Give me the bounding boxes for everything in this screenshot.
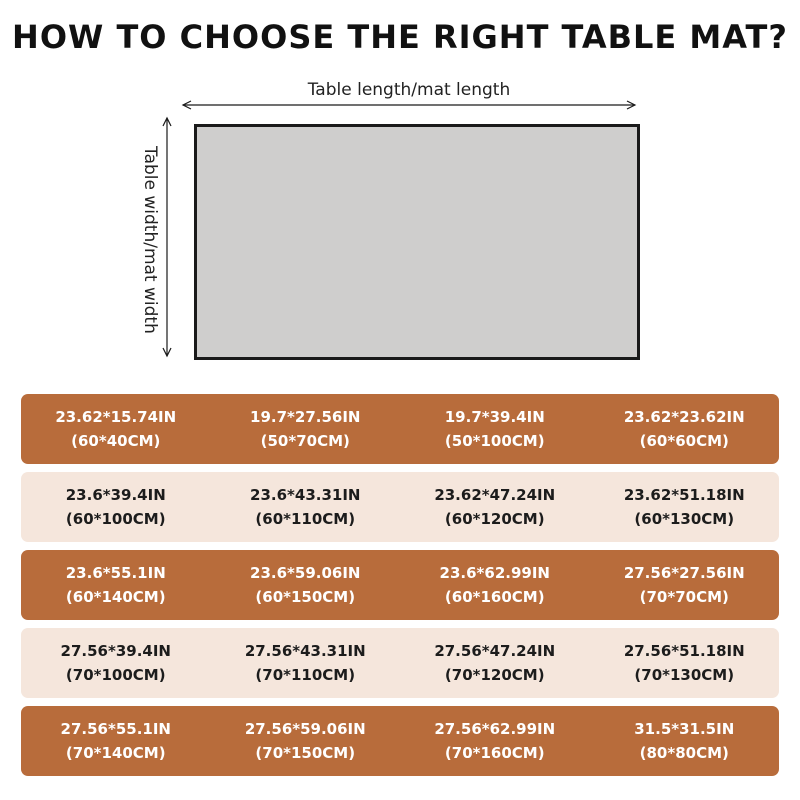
size-cell: 23.62*15.74IN (60*40CM) [21, 405, 211, 453]
width-arrow [162, 116, 172, 358]
size-cell: 27.56*62.99IN (70*160CM) [400, 717, 590, 765]
size-inches: 23.6*43.31IN [250, 486, 361, 504]
size-table: 23.62*15.74IN (60*40CM) 19.7*27.56IN (50*7… [21, 394, 779, 784]
size-inches: 19.7*39.4IN [444, 408, 545, 426]
size-cm: (70*130CM) [634, 666, 735, 684]
dimension-arrows [162, 100, 637, 358]
size-cm: (70*140CM) [65, 744, 166, 762]
size-cell: 23.6*43.31IN (60*110CM) [211, 483, 401, 531]
size-row: 23.62*15.74IN (60*40CM) 19.7*27.56IN (50*7… [21, 394, 779, 464]
size-cm: (60*110CM) [255, 510, 356, 528]
size-cm: (80*80CM) [639, 744, 729, 762]
size-cm: (60*160CM) [444, 588, 545, 606]
size-inches: 23.6*39.4IN [65, 486, 166, 504]
size-cell: 19.7*27.56IN (50*70CM) [211, 405, 401, 453]
size-inches: 27.56*47.24IN [434, 642, 556, 660]
width-label: Table width/mat width [140, 146, 160, 334]
size-inches: 19.7*27.56IN [250, 408, 361, 426]
length-arrow [181, 100, 637, 110]
size-cell: 23.62*23.62IN (60*60CM) [590, 405, 780, 453]
size-row: 27.56*55.1IN (70*140CM) 27.56*59.06IN (70*… [21, 706, 779, 776]
size-inches: 27.56*27.56IN [623, 564, 745, 582]
length-label: Table length/mat length [307, 80, 511, 100]
size-cm: (60*120CM) [444, 510, 545, 528]
size-cell: 23.62*47.24IN (60*120CM) [400, 483, 590, 531]
page-title: HOW TO CHOOSE THE RIGHT TABLE MAT? [12, 18, 788, 56]
size-inches: 23.6*59.06IN [250, 564, 361, 582]
size-inches: 27.56*59.06IN [244, 720, 366, 738]
size-cm: (70*70CM) [639, 588, 729, 606]
size-inches: 27.56*62.99IN [434, 720, 556, 738]
size-cm: (70*150CM) [255, 744, 356, 762]
size-inches: 23.62*47.24IN [434, 486, 556, 504]
size-inches: 27.56*51.18IN [623, 642, 745, 660]
size-row: 23.6*55.1IN (60*140CM) 23.6*59.06IN (60*15… [21, 550, 779, 620]
size-cm: (60*60CM) [639, 432, 729, 450]
size-cm: (70*160CM) [444, 744, 545, 762]
size-cell: 23.6*39.4IN (60*100CM) [21, 483, 211, 531]
size-row: 23.6*39.4IN (60*100CM) 23.6*43.31IN (60*11… [21, 472, 779, 542]
size-cm: (50*100CM) [444, 432, 545, 450]
size-cell: 23.6*55.1IN (60*140CM) [21, 561, 211, 609]
size-inches: 27.56*55.1IN [60, 720, 171, 738]
size-cell: 19.7*39.4IN (50*100CM) [400, 405, 590, 453]
size-cell: 27.56*43.31IN (70*110CM) [211, 639, 401, 687]
size-cell: 23.6*59.06IN (60*150CM) [211, 561, 401, 609]
size-cell: 23.6*62.99IN (60*160CM) [400, 561, 590, 609]
size-inches: 27.56*39.4IN [60, 642, 171, 660]
size-inches: 31.5*31.5IN [634, 720, 735, 738]
size-cm: (50*70CM) [260, 432, 350, 450]
size-inches: 23.62*23.62IN [623, 408, 745, 426]
size-row: 27.56*39.4IN (70*100CM) 27.56*43.31IN (70*… [21, 628, 779, 698]
size-inches: 23.6*55.1IN [65, 564, 166, 582]
size-cm: (60*150CM) [255, 588, 356, 606]
size-cell: 27.56*59.06IN (70*150CM) [211, 717, 401, 765]
size-cm: (70*120CM) [444, 666, 545, 684]
size-cell: 23.62*51.18IN (60*130CM) [590, 483, 780, 531]
size-cm: (60*40CM) [71, 432, 161, 450]
table-mat-diagram [194, 124, 640, 360]
size-cell: 31.5*31.5IN (80*80CM) [590, 717, 780, 765]
size-cm: (70*100CM) [65, 666, 166, 684]
size-inches: 27.56*43.31IN [244, 642, 366, 660]
size-cell: 27.56*51.18IN (70*130CM) [590, 639, 780, 687]
size-cm: (60*100CM) [65, 510, 166, 528]
size-cell: 27.56*39.4IN (70*100CM) [21, 639, 211, 687]
size-cm: (60*130CM) [634, 510, 735, 528]
size-cell: 27.56*55.1IN (70*140CM) [21, 717, 211, 765]
size-inches: 23.62*51.18IN [623, 486, 745, 504]
size-cell: 27.56*27.56IN (70*70CM) [590, 561, 780, 609]
size-inches: 23.62*15.74IN [55, 408, 177, 426]
size-cm: (70*110CM) [255, 666, 356, 684]
size-cm: (60*140CM) [65, 588, 166, 606]
size-cell: 27.56*47.24IN (70*120CM) [400, 639, 590, 687]
size-inches: 23.6*62.99IN [439, 564, 550, 582]
